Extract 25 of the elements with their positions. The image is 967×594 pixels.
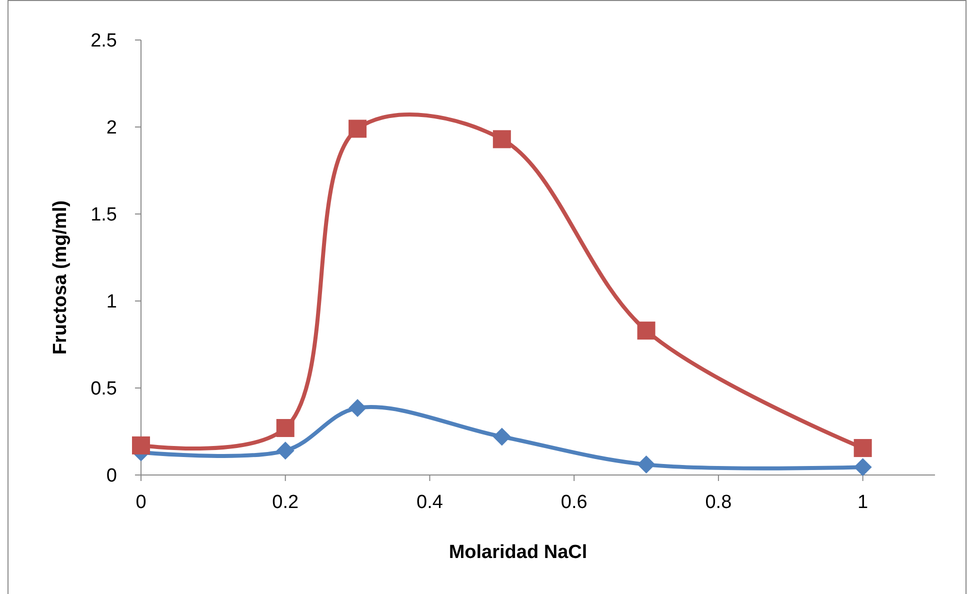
point <box>132 436 150 454</box>
point <box>276 419 294 438</box>
x-tick-label: 0 <box>136 492 146 513</box>
y-tick-label: 2 <box>106 118 117 139</box>
x-tick-label: 0.4 <box>416 492 444 513</box>
point <box>637 322 656 340</box>
x-tick-label: 0.2 <box>272 492 299 513</box>
x-tick-label: 0.6 <box>560 492 588 513</box>
point <box>276 442 294 460</box>
y-tick-label: 2.5 <box>90 30 117 52</box>
x-axis-title: Molaridad NaCl <box>448 542 588 563</box>
point <box>492 428 511 446</box>
y-tick-label: 0 <box>106 466 117 487</box>
x-tick-label: 1 <box>858 492 868 513</box>
point <box>637 456 656 474</box>
y-tick-label: 1.5 <box>90 204 117 226</box>
point <box>348 120 367 138</box>
point <box>854 439 872 458</box>
point <box>492 130 511 148</box>
y-tick-label: 0.5 <box>90 378 117 400</box>
point <box>348 399 367 418</box>
y-axis-title: Fructosa (mg/ml) <box>50 200 71 355</box>
point <box>854 458 872 476</box>
x-tick-label: 0.8 <box>705 492 732 513</box>
y-tick-label: 1 <box>106 292 117 313</box>
